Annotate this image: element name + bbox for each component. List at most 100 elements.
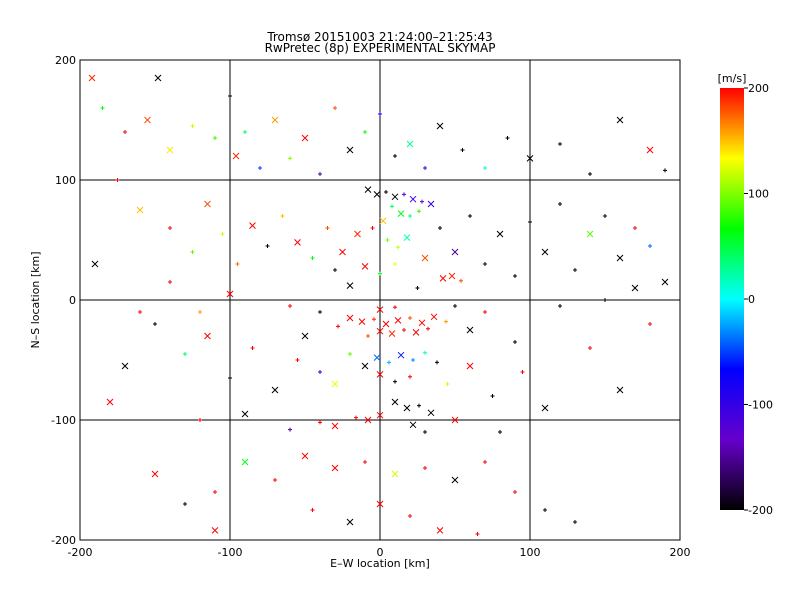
chart-subtitle: RwPretec (8p) EXPERIMENTAL SKYMAP	[265, 41, 496, 55]
data-point-x-marker	[436, 527, 444, 534]
x-axis-ticks: -200 -100 0 100 200	[68, 60, 691, 559]
data-point-x-marker	[403, 404, 411, 412]
x-tick-label: 100	[520, 546, 541, 559]
data-point-x-marker	[361, 362, 369, 370]
colorbar-tick-label: -100	[748, 399, 773, 412]
colorbar-tick-label: 100	[748, 188, 769, 201]
data-point-x-marker	[358, 318, 366, 325]
data-point-plus-marker	[648, 244, 652, 248]
data-point-x-marker	[226, 290, 234, 298]
data-point-plus-marker	[220, 232, 225, 236]
data-point-plus-marker	[378, 271, 382, 276]
data-point-x-marker	[211, 527, 219, 534]
data-point-plus-marker	[408, 214, 412, 218]
data-point-x-marker	[364, 186, 372, 193]
data-point-plus-marker	[213, 136, 217, 140]
data-point-plus-marker	[387, 360, 391, 365]
data-point-x-marker	[166, 146, 174, 154]
data-point-plus-marker	[423, 166, 427, 170]
data-point-plus-marker	[183, 502, 187, 506]
data-point-x-marker	[249, 222, 256, 229]
data-point-x-marker	[106, 398, 114, 406]
data-point-plus-marker	[663, 168, 667, 173]
data-point-x-marker	[436, 122, 444, 130]
data-point-x-marker	[409, 421, 417, 429]
data-point-plus-marker	[588, 346, 592, 350]
data-point-x-marker	[391, 470, 399, 478]
data-point-plus-marker	[370, 226, 375, 230]
colorbar-label: [m/s]	[718, 72, 747, 85]
data-point-plus-marker	[396, 245, 400, 250]
data-point-plus-marker	[648, 322, 652, 326]
data-point-plus-marker	[198, 310, 202, 314]
data-point-x-marker	[451, 416, 459, 424]
data-point-x-marker	[346, 314, 354, 322]
data-point-plus-marker	[243, 130, 247, 134]
data-point-plus-marker	[372, 317, 376, 322]
data-point-x-marker	[451, 248, 459, 256]
y-tick-label: 0	[69, 294, 76, 307]
data-point-plus-marker	[385, 238, 390, 242]
data-point-x-marker	[421, 254, 429, 262]
data-point-x-marker	[364, 416, 372, 424]
data-point-plus-marker	[183, 352, 187, 356]
data-point-plus-marker	[115, 178, 120, 182]
data-point-plus-marker	[123, 130, 127, 134]
data-point-plus-marker	[417, 403, 421, 408]
data-point-x-marker	[331, 380, 339, 388]
data-point-x-marker	[376, 411, 384, 419]
data-point-plus-marker	[543, 508, 547, 512]
data-point-plus-marker	[333, 268, 337, 272]
data-point-x-marker	[466, 362, 474, 370]
data-point-plus-marker	[483, 262, 487, 266]
data-point-plus-marker	[228, 376, 232, 380]
data-point-x-marker	[151, 470, 159, 478]
data-point-x-marker	[232, 152, 240, 160]
data-point-plus-marker	[475, 532, 480, 536]
data-point-x-marker	[427, 409, 435, 417]
data-point-x-marker	[301, 452, 309, 460]
data-point-plus-marker	[198, 418, 202, 422]
data-point-plus-marker	[363, 130, 367, 134]
data-point-x-marker	[346, 518, 354, 526]
data-point-plus-marker	[558, 304, 562, 308]
data-point-plus-marker	[354, 415, 358, 420]
data-point-x-marker	[354, 230, 361, 238]
data-point-plus-marker	[520, 370, 525, 374]
data-point-x-marker	[301, 134, 309, 142]
data-point-plus-marker	[603, 214, 607, 218]
data-point-x-marker	[391, 398, 399, 406]
y-tick-label: -100	[51, 414, 76, 427]
data-point-plus-marker	[258, 166, 262, 170]
data-point-x-marker	[661, 278, 669, 286]
data-point-x-marker	[301, 332, 309, 340]
data-point-x-marker	[439, 275, 447, 282]
data-point-x-marker	[154, 74, 162, 82]
data-point-plus-marker	[318, 310, 322, 314]
data-point-x-marker	[382, 320, 390, 328]
data-point-x-marker	[241, 410, 249, 418]
data-point-plus-marker	[280, 214, 285, 218]
x-tick-label: 0	[377, 546, 384, 559]
data-point-plus-marker	[190, 124, 195, 128]
data-point-plus-marker	[393, 154, 397, 158]
data-point-plus-marker	[348, 352, 352, 356]
colorbar: [m/s] 200 100 0 -100 -200	[718, 72, 773, 517]
colorbar-ticks: 200 100 0 -100 -200	[744, 82, 773, 517]
data-point-plus-marker	[288, 304, 292, 308]
data-point-plus-marker	[295, 358, 300, 362]
data-point-plus-marker	[573, 268, 577, 272]
data-point-plus-marker	[417, 209, 421, 214]
data-point-plus-marker	[228, 94, 232, 98]
x-tick-label: -200	[68, 546, 93, 559]
data-point-plus-marker	[445, 382, 450, 386]
data-point-x-marker	[430, 313, 438, 321]
data-point-plus-marker	[138, 310, 142, 314]
data-point-plus-marker	[402, 328, 406, 332]
data-point-plus-marker	[408, 374, 412, 379]
data-point-plus-marker	[426, 326, 430, 331]
data-point-x-marker	[88, 74, 96, 82]
data-point-x-marker	[409, 195, 417, 203]
data-point-x-marker	[616, 116, 624, 124]
data-point-plus-marker	[633, 226, 637, 230]
